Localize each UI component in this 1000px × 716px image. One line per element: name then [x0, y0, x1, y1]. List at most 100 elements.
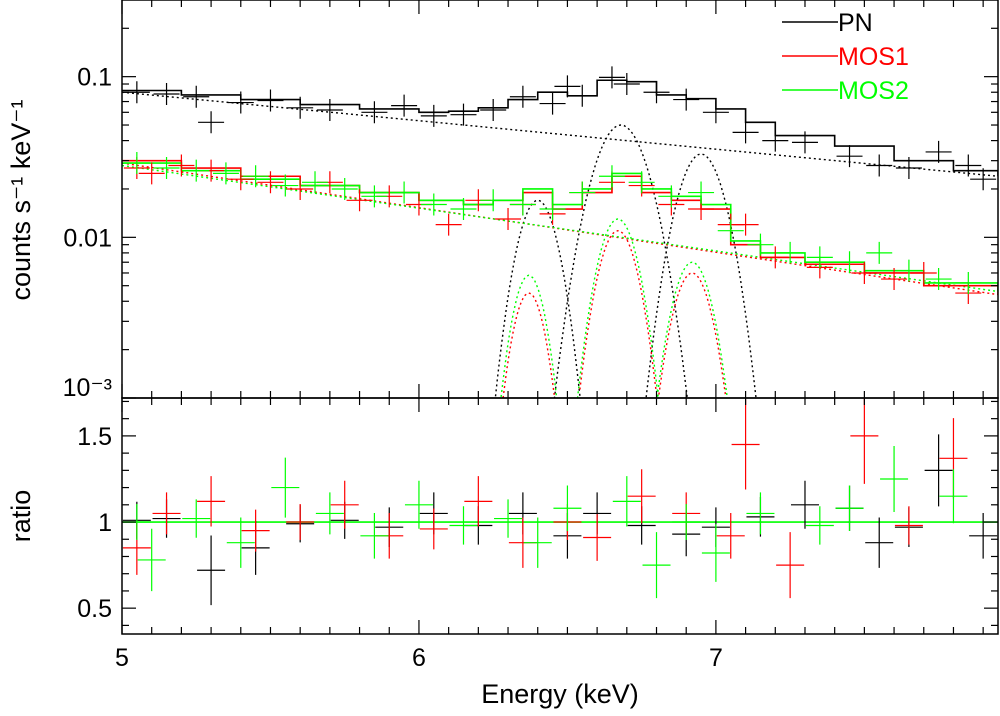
- pn-ratio-point: [865, 517, 894, 568]
- mos2-ratio-point: [672, 504, 701, 541]
- mos2-ratio-point: [360, 513, 389, 559]
- legend-label-mos2: MOS2: [838, 77, 909, 105]
- mos2-data-point: [569, 181, 596, 204]
- mos1-ratio-point: [583, 514, 612, 561]
- mos1-data-point: [227, 168, 254, 191]
- legend-label-pn: PN: [838, 9, 873, 37]
- x-tick-label: 7: [709, 644, 723, 672]
- pn-data-point: [613, 73, 640, 96]
- mos2-ratio-point: [642, 532, 671, 599]
- mos2-data-point: [272, 174, 299, 197]
- mos2-data-point: [628, 171, 655, 194]
- mos1-data-point: [257, 171, 284, 194]
- pn-data-point: [316, 99, 343, 122]
- mos2-data-point: [866, 241, 893, 264]
- pn-data-point: [539, 92, 566, 115]
- mos1-ratio-point: [197, 476, 226, 527]
- mos2-data-point: [836, 251, 863, 274]
- spectrum-panel: 0.1 0.01 10⁻³ counts s⁻¹ keV⁻¹ PN MOS1 MOS2: [6, 0, 999, 402]
- mos1-ratio-point: [627, 469, 656, 524]
- mos2-data-point: [450, 198, 477, 221]
- pn-ratio-point: [790, 480, 819, 529]
- mos1-data-point: [910, 261, 937, 284]
- ratio-y-axis-title: ratio: [6, 490, 36, 543]
- ratio-ticks: 5 6 7 1.5 1 0.5: [77, 398, 998, 672]
- mos2-data-point: [955, 271, 982, 294]
- mos2-data-point: [391, 181, 418, 204]
- mos2-data-point: [925, 268, 952, 291]
- mos1-ratio-point: [464, 476, 493, 527]
- mos2-ratio-point: [835, 485, 864, 532]
- mos2-data-point: [747, 233, 774, 256]
- mos2-data-point: [331, 177, 358, 200]
- pn-data-point: [287, 96, 314, 119]
- mos2-data-point: [598, 165, 625, 188]
- pn-data-point: [925, 140, 952, 163]
- mos1-ratio-point: [286, 504, 315, 541]
- mos2-ratio-point: [880, 445, 909, 512]
- mos1-data-point: [881, 268, 908, 291]
- mos2-ratio-point: [494, 499, 523, 538]
- y-tick-label: 10⁻³: [63, 374, 112, 402]
- pn-ratio-point: [969, 513, 998, 559]
- mos2-ratio-point: [523, 517, 552, 568]
- mos2-ratio-point: [449, 506, 478, 545]
- ratio-plot-area: [122, 398, 998, 606]
- mos2-data-point: [806, 246, 833, 269]
- mos2-ratio-point: [404, 480, 433, 529]
- mos2-data-point: [242, 165, 269, 188]
- mos2-data-point: [183, 159, 210, 182]
- pn-data-point: [970, 168, 997, 191]
- mos2-data-point: [658, 185, 685, 208]
- pn-data-point: [480, 99, 507, 122]
- mos2-ratio-point: [805, 506, 834, 545]
- mos1-ratio-point: [776, 532, 805, 599]
- pn-data-point: [895, 157, 922, 180]
- mos1-ratio-point: [419, 508, 448, 550]
- pn-data-point: [420, 104, 447, 127]
- pn-data-point: [198, 111, 225, 134]
- mos1-line-component-2: [579, 229, 657, 390]
- mos1-data-point: [168, 154, 195, 177]
- pn-ratio-point: [197, 535, 226, 606]
- pn-continuum-component: [122, 91, 998, 177]
- mos2-data-point: [302, 171, 329, 194]
- ratio-frame: [121, 397, 999, 635]
- y-tick-label: 0.5: [77, 595, 112, 623]
- mos1-line-component-1: [502, 292, 556, 398]
- mos2-ratio-point: [612, 476, 641, 527]
- mos2-ratio-point: [553, 485, 582, 532]
- mos1-data-point: [495, 208, 522, 231]
- mos2-line-component-1: [500, 274, 558, 397]
- y-tick-label: 1: [98, 509, 112, 537]
- legend: PN MOS1 MOS2: [782, 9, 909, 105]
- energy-x-axis-title: Energy (keV): [481, 679, 639, 709]
- mos2-ratio-point: [939, 469, 968, 524]
- mos2-data-point: [153, 157, 180, 180]
- pn-data-point: [227, 91, 254, 114]
- mos1-data-point: [435, 213, 462, 236]
- mos2-data-point: [123, 152, 150, 175]
- mos2-line-component-3: [656, 261, 728, 398]
- mos2-ratio-point: [315, 492, 344, 535]
- pn-data-point: [554, 75, 581, 98]
- mos2-data-point: [212, 162, 239, 185]
- mos1-ratio-point: [894, 506, 923, 545]
- x-tick-label: 5: [115, 644, 129, 672]
- mos1-ratio-point: [330, 480, 359, 529]
- mos1-data-point: [762, 246, 789, 269]
- mos2-data-point: [480, 189, 507, 212]
- pn-data-point: [598, 66, 625, 89]
- pn-data-point: [183, 85, 210, 108]
- pn-model-step: [122, 79, 998, 177]
- pn-data-point: [643, 81, 670, 104]
- pn-data-point: [569, 84, 596, 107]
- pn-line-component-2: [553, 124, 689, 398]
- y-tick-label: 0.1: [77, 64, 112, 92]
- mos1-model-step: [122, 159, 998, 295]
- mos2-ratio-point: [182, 499, 211, 538]
- mos1-data-point: [346, 189, 373, 212]
- x-tick-label: 6: [412, 644, 426, 672]
- mos2-data-point: [717, 219, 744, 242]
